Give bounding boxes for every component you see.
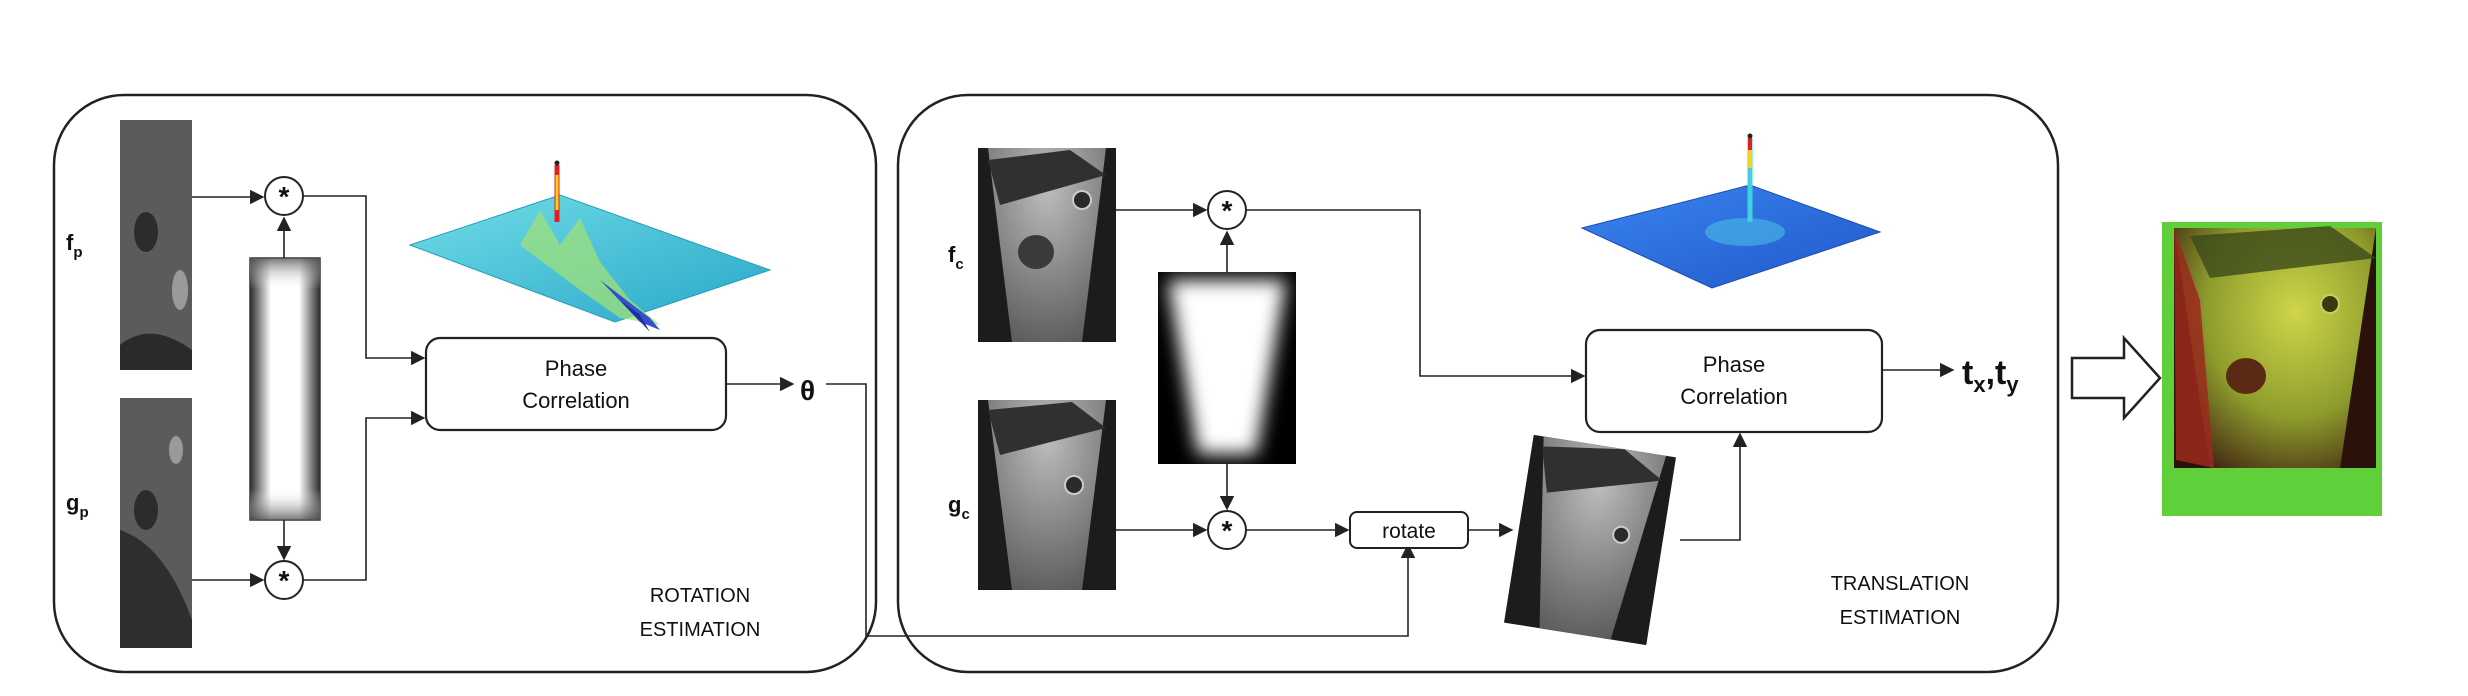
label-gp: gp <box>66 490 89 521</box>
arrow-top-to-phase-corr <box>303 195 426 366</box>
svg-text:Phase: Phase <box>1703 352 1765 377</box>
svg-text:Phase: Phase <box>545 356 607 381</box>
arrow-bottom-to-phase-corr <box>303 410 426 581</box>
svg-text:*: * <box>279 181 290 212</box>
svg-text:*: * <box>1222 195 1233 226</box>
rotated-image-gc <box>1504 434 1676 646</box>
svg-text:*: * <box>1222 515 1233 546</box>
fan-image-gc <box>978 400 1116 590</box>
label-gc: gc <box>948 492 970 523</box>
translation-caption-line2: ESTIMATION <box>1840 607 1961 629</box>
registered-overlay-image <box>2162 222 2382 516</box>
translation-caption-line1: TRANSLATION <box>1831 573 1970 595</box>
theta-symbol: θ <box>800 375 815 406</box>
rotation-correlation-surface <box>408 160 772 332</box>
arrow-rotated-to-translation-phase-corr <box>1680 432 1748 541</box>
rotation-caption-line1: ROTATION <box>650 585 750 607</box>
rotation-phase-correlation-block: Phase Correlation <box>424 336 728 432</box>
svg-text:rotate: rotate <box>1382 520 1436 543</box>
polar-image-gp <box>120 398 192 648</box>
label-fc: fc <box>948 242 964 273</box>
svg-text:*: * <box>279 565 290 596</box>
translation-phase-correlation-block: Phase Correlation <box>1584 328 1884 434</box>
translation-multiply-top: * <box>1207 190 1247 230</box>
arrow-theta-to-rotate <box>826 383 1416 637</box>
rotation-window <box>249 257 321 521</box>
rotation-caption-line2: ESTIMATION <box>640 619 761 641</box>
translation-multiply-bottom: * <box>1207 510 1247 550</box>
txty-output: tx,ty <box>1962 354 2019 397</box>
rotation-multiply-bottom: * <box>264 560 304 600</box>
rotation-panel <box>52 93 878 674</box>
translation-correlation-surface <box>1580 133 1882 289</box>
svg-text:Correlation: Correlation <box>522 388 630 413</box>
svg-text:Correlation: Correlation <box>1680 384 1788 409</box>
rotation-multiply-top: * <box>264 176 304 216</box>
arrow-top-to-translation-phase-corr <box>1246 209 1586 384</box>
translation-panel <box>896 93 2060 674</box>
result-arrow <box>2070 334 2162 422</box>
rotate-block: rotate <box>1349 511 1469 549</box>
label-fp: fp <box>66 230 83 261</box>
translation-mask-window <box>1158 272 1296 464</box>
fan-image-fc <box>978 148 1116 342</box>
polar-image-fp <box>120 120 192 370</box>
